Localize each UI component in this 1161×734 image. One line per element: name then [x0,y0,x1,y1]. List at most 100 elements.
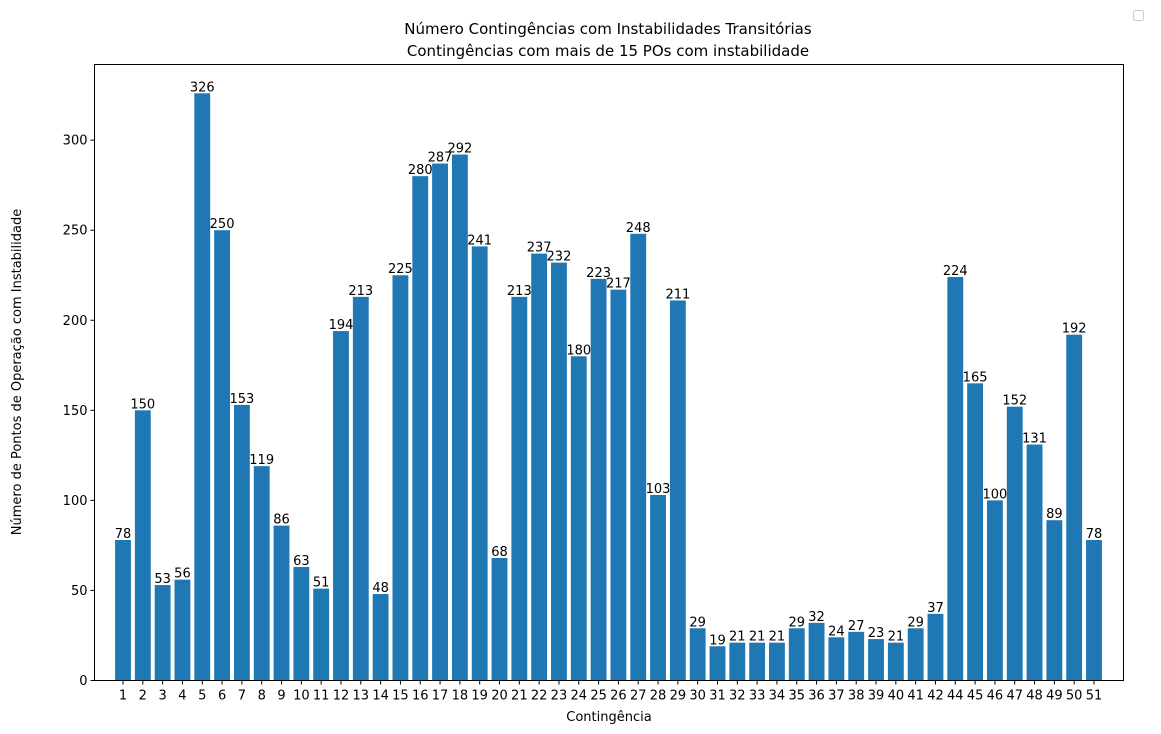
x-tick-label-5: 5 [198,689,206,704]
bar-24 [570,356,587,681]
value-label-18: 292 [447,142,472,157]
value-label-1: 78 [115,527,132,542]
x-tick-label-16: 16 [412,689,429,704]
x-tick-label-38: 38 [848,689,865,704]
value-label-38: 27 [848,619,865,634]
x-tick-label-36: 36 [808,689,825,704]
bar-10 [293,567,310,681]
value-label-37: 24 [828,624,845,639]
bar-34 [769,642,785,681]
x-tick-label-11: 11 [313,689,330,704]
bar-31 [709,646,726,681]
value-label-39: 23 [868,626,885,641]
x-tick-label-41: 41 [907,689,924,704]
value-label-15: 225 [388,262,413,277]
x-tick-label-32: 32 [729,689,746,704]
x-tick-label-20: 20 [491,689,508,704]
x-tick-label-50: 50 [1066,689,1083,704]
bar-33 [749,642,766,681]
x-tick-label-12: 12 [333,689,350,704]
bar-19 [471,246,488,681]
value-label-45: 165 [963,370,988,385]
bar-50 [1066,334,1083,681]
value-label-10: 63 [293,554,310,569]
value-label-29: 211 [665,287,690,302]
value-label-12: 194 [329,318,354,333]
bar-20 [491,558,508,681]
bar-14 [372,594,389,681]
x-tick-label-34: 34 [769,689,786,704]
y-tick-label-50: 50 [71,584,88,599]
value-label-47: 152 [1002,394,1027,409]
bar-3 [154,585,171,681]
value-label-28: 103 [646,482,671,497]
x-tick-label-37: 37 [828,689,845,704]
x-tick-label-27: 27 [630,689,647,704]
y-tick-label-150: 150 [63,404,88,419]
y-tick-label-200: 200 [63,314,88,329]
x-tick-label-13: 13 [353,689,370,704]
x-tick-label-2: 2 [139,689,147,704]
value-label-4: 56 [174,567,191,582]
x-tick-label-25: 25 [590,689,607,704]
x-tick-label-18: 18 [452,689,469,704]
x-tick-label-23: 23 [551,689,568,704]
bar-6 [214,230,231,681]
x-tick-label-49: 49 [1046,689,1063,704]
chart-title: Número Contingências com Instabilidades … [404,20,812,38]
value-label-49: 89 [1046,507,1063,522]
value-label-32: 21 [729,630,746,645]
bar-44 [947,277,964,681]
bar-46 [986,500,1003,681]
value-label-5: 326 [190,80,215,95]
bar-7 [233,404,250,681]
bar-42 [927,613,944,681]
x-tick-label-51: 51 [1086,689,1103,704]
x-tick-label-10: 10 [293,689,310,704]
value-label-2: 150 [130,397,155,412]
bar-49 [1046,520,1063,681]
value-label-8: 119 [249,453,274,468]
bar-15 [392,275,409,681]
value-label-31: 19 [709,633,726,648]
value-label-30: 29 [689,615,706,630]
bar-18 [451,154,468,681]
x-tick-label-1: 1 [119,689,127,704]
value-label-33: 21 [749,630,766,645]
bar-12 [333,331,349,681]
x-tick-label-45: 45 [967,689,984,704]
value-label-17: 287 [428,151,453,166]
plot-frame [94,64,1124,681]
x-tick-label-31: 31 [709,689,726,704]
x-axis-ticks: 1 2 3 4 5 6 7 8 9 10 11 12 13 14 15 16 17 18 19 20 21 22 23 24 2… [119,680,1103,704]
value-label-16: 280 [408,163,433,178]
x-tick-label-42: 42 [927,689,944,704]
y-tick-label-100: 100 [63,494,88,509]
x-tick-label-39: 39 [868,689,885,704]
x-tick-label-30: 30 [689,689,706,704]
bar-25 [590,278,607,681]
value-label-46: 100 [983,487,1008,502]
x-tick-label-19: 19 [471,689,488,704]
bar-4 [174,579,191,681]
x-tick-label-48: 48 [1026,689,1043,704]
value-label-11: 51 [313,576,330,591]
x-tick-label-46: 46 [987,689,1004,704]
value-label-41: 29 [907,615,924,630]
y-axis-label: Número de Pontos de Operação com Instabi… [10,209,25,535]
x-tick-label-17: 17 [432,689,449,704]
y-tick-label-300: 300 [63,134,88,149]
x-tick-label-40: 40 [888,689,905,704]
bar-27 [630,233,647,681]
value-label-34: 21 [769,630,786,645]
value-label-48: 131 [1022,432,1047,447]
x-tick-label-35: 35 [788,689,805,704]
x-tick-label-21: 21 [511,689,528,704]
x-tick-label-29: 29 [670,689,687,704]
value-label-3: 53 [154,572,171,587]
value-label-35: 29 [788,615,805,630]
x-tick-label-22: 22 [531,689,548,704]
bar-41 [907,628,924,681]
bar-32 [729,642,746,681]
